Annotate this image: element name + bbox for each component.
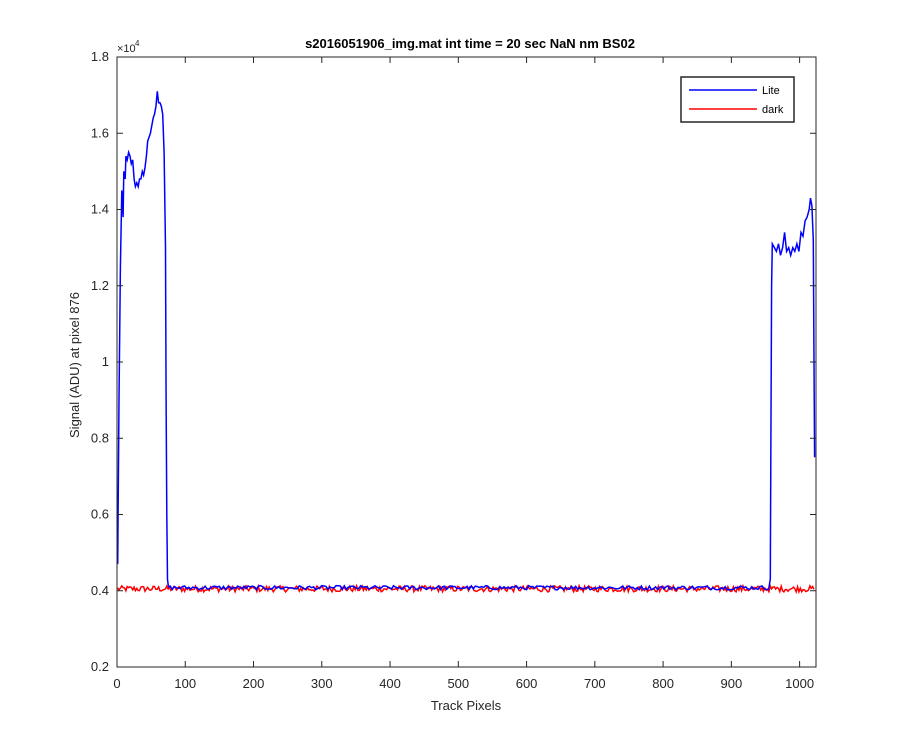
x-tick-label: 200	[243, 676, 265, 691]
chart-title: s2016051906_img.mat int time = 20 sec Na…	[305, 36, 635, 51]
y-exponent-base: ×10	[117, 43, 136, 55]
x-axis-title: Track Pixels	[431, 698, 502, 713]
series-lite-line	[116, 91, 816, 592]
y-tick-label: 1	[102, 354, 109, 369]
x-tick-label: 0	[113, 676, 120, 691]
x-tick-label: 400	[379, 676, 401, 691]
y-tick-label: 1.2	[91, 278, 109, 293]
series-layer	[116, 91, 816, 595]
x-tick-label: 900	[721, 676, 743, 691]
x-tick-label: 700	[584, 676, 606, 691]
legend-box	[680, 76, 795, 123]
y-tick-label: 1.8	[91, 49, 109, 64]
plot-area	[117, 57, 816, 667]
x-tick-label: 300	[311, 676, 333, 691]
y-axis-title: Signal (ADU) at pixel 876	[67, 292, 82, 438]
legend: Lite dark	[680, 76, 795, 123]
x-tick-label: 600	[516, 676, 538, 691]
y-exponent-power: 4	[135, 39, 140, 48]
y-tick-label: 0.4	[91, 583, 109, 598]
y-tick-label: 0.8	[91, 430, 109, 445]
x-tick-label: 800	[652, 676, 674, 691]
legend-label-lite: Lite	[762, 85, 780, 97]
y-tick-label: 1.6	[91, 125, 109, 140]
y-tick-label: 1.4	[91, 202, 109, 217]
x-tick-label: 100	[174, 676, 196, 691]
x-tick-label: 1000	[785, 676, 814, 691]
legend-label-dark: dark	[762, 104, 784, 116]
x-tick-label: 500	[447, 676, 469, 691]
ticks-layer: 0 100 200 300 400 500 600 700 800 900 1000 0.2 0.4 0.…	[91, 49, 816, 691]
y-exponent: ×10 4	[117, 39, 140, 55]
y-tick-label: 0.6	[91, 507, 109, 522]
plot-frame	[116, 56, 817, 668]
y-tick-label: 0.2	[91, 659, 109, 674]
